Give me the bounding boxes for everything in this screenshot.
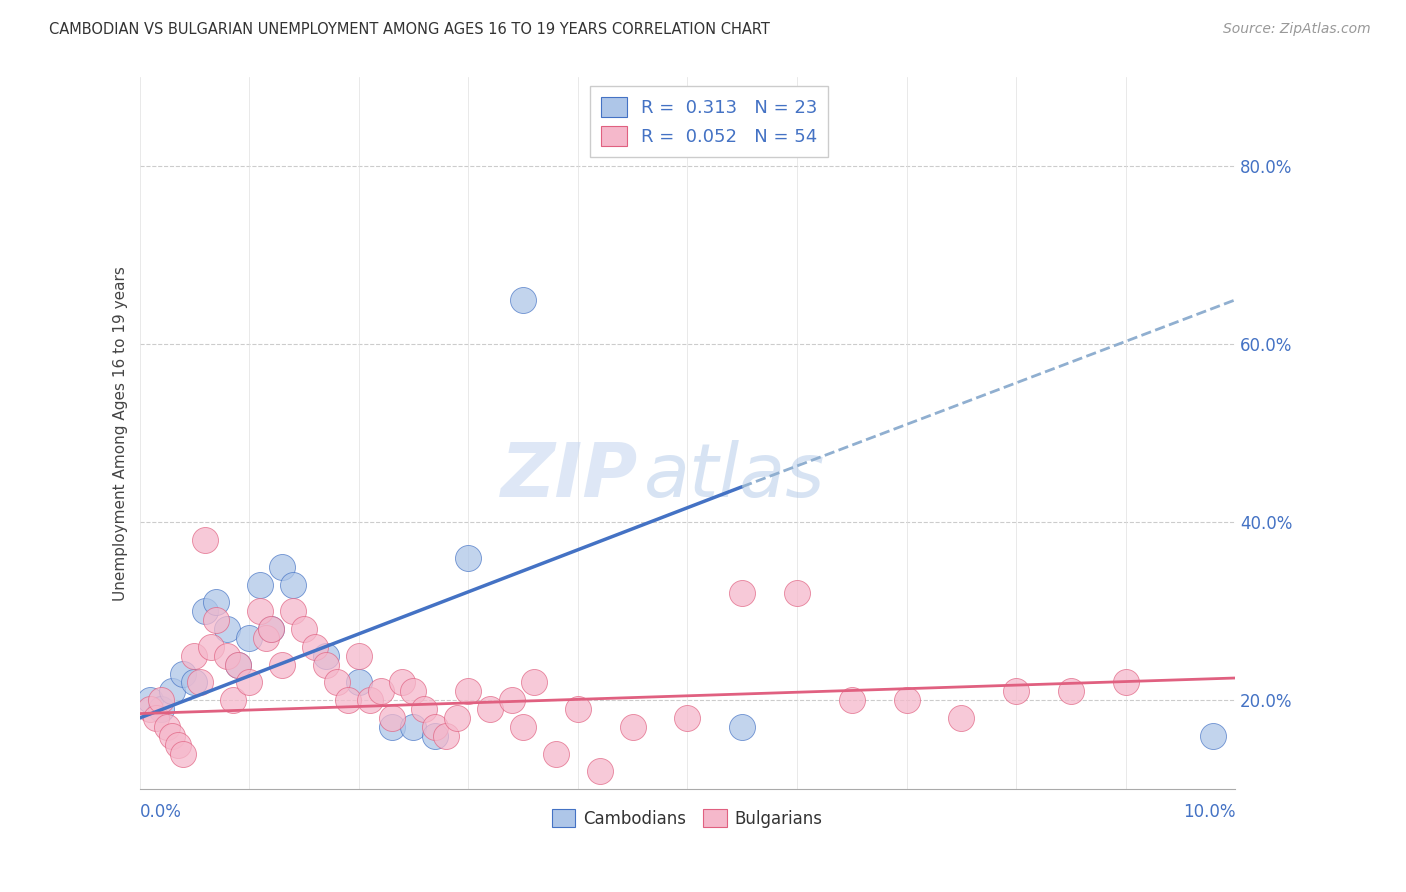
- Point: [523, 675, 546, 690]
- Point: [162, 684, 184, 698]
- Point: [205, 613, 228, 627]
- Point: [434, 729, 457, 743]
- Point: [1005, 684, 1028, 698]
- Point: [172, 747, 194, 761]
- Point: [402, 684, 425, 698]
- Point: [347, 648, 370, 663]
- Point: [896, 693, 918, 707]
- Point: [167, 738, 190, 752]
- Point: [200, 640, 222, 654]
- Point: [359, 693, 381, 707]
- Point: [786, 586, 808, 600]
- Point: [676, 711, 699, 725]
- Point: [544, 747, 567, 761]
- Point: [188, 675, 211, 690]
- Point: [217, 622, 239, 636]
- Point: [621, 720, 644, 734]
- Point: [841, 693, 863, 707]
- Point: [156, 720, 179, 734]
- Text: 10.0%: 10.0%: [1182, 803, 1236, 821]
- Point: [479, 702, 502, 716]
- Point: [315, 648, 337, 663]
- Point: [315, 657, 337, 672]
- Point: [194, 604, 217, 618]
- Legend: Cambodians, Bulgarians: Cambodians, Bulgarians: [546, 802, 830, 834]
- Point: [217, 648, 239, 663]
- Point: [145, 711, 167, 725]
- Text: atlas: atlas: [644, 440, 825, 512]
- Point: [205, 595, 228, 609]
- Point: [249, 604, 271, 618]
- Point: [249, 577, 271, 591]
- Point: [260, 622, 283, 636]
- Point: [281, 577, 304, 591]
- Point: [194, 533, 217, 547]
- Y-axis label: Unemployment Among Ages 16 to 19 years: Unemployment Among Ages 16 to 19 years: [114, 266, 128, 601]
- Point: [221, 693, 243, 707]
- Point: [172, 666, 194, 681]
- Point: [589, 764, 612, 779]
- Point: [139, 693, 162, 707]
- Point: [162, 729, 184, 743]
- Point: [238, 675, 260, 690]
- Point: [254, 631, 277, 645]
- Point: [950, 711, 973, 725]
- Point: [512, 293, 534, 307]
- Point: [183, 648, 205, 663]
- Point: [271, 657, 294, 672]
- Point: [402, 720, 425, 734]
- Point: [1202, 729, 1225, 743]
- Point: [347, 675, 370, 690]
- Point: [380, 711, 402, 725]
- Point: [1115, 675, 1137, 690]
- Point: [413, 702, 436, 716]
- Text: CAMBODIAN VS BULGARIAN UNEMPLOYMENT AMONG AGES 16 TO 19 YEARS CORRELATION CHART: CAMBODIAN VS BULGARIAN UNEMPLOYMENT AMON…: [49, 22, 770, 37]
- Point: [567, 702, 589, 716]
- Text: 0.0%: 0.0%: [139, 803, 181, 821]
- Point: [512, 720, 534, 734]
- Point: [380, 720, 402, 734]
- Point: [281, 604, 304, 618]
- Point: [183, 675, 205, 690]
- Text: Source: ZipAtlas.com: Source: ZipAtlas.com: [1223, 22, 1371, 37]
- Text: ZIP: ZIP: [501, 440, 638, 513]
- Point: [336, 693, 359, 707]
- Point: [150, 702, 173, 716]
- Point: [731, 720, 754, 734]
- Point: [425, 729, 447, 743]
- Point: [226, 657, 249, 672]
- Point: [457, 550, 479, 565]
- Point: [226, 657, 249, 672]
- Point: [292, 622, 315, 636]
- Point: [501, 693, 523, 707]
- Point: [238, 631, 260, 645]
- Point: [271, 559, 294, 574]
- Point: [326, 675, 349, 690]
- Point: [731, 586, 754, 600]
- Point: [425, 720, 447, 734]
- Point: [457, 684, 479, 698]
- Point: [370, 684, 392, 698]
- Point: [446, 711, 468, 725]
- Point: [139, 702, 162, 716]
- Point: [260, 622, 283, 636]
- Point: [150, 693, 173, 707]
- Point: [304, 640, 326, 654]
- Point: [1060, 684, 1083, 698]
- Point: [391, 675, 413, 690]
